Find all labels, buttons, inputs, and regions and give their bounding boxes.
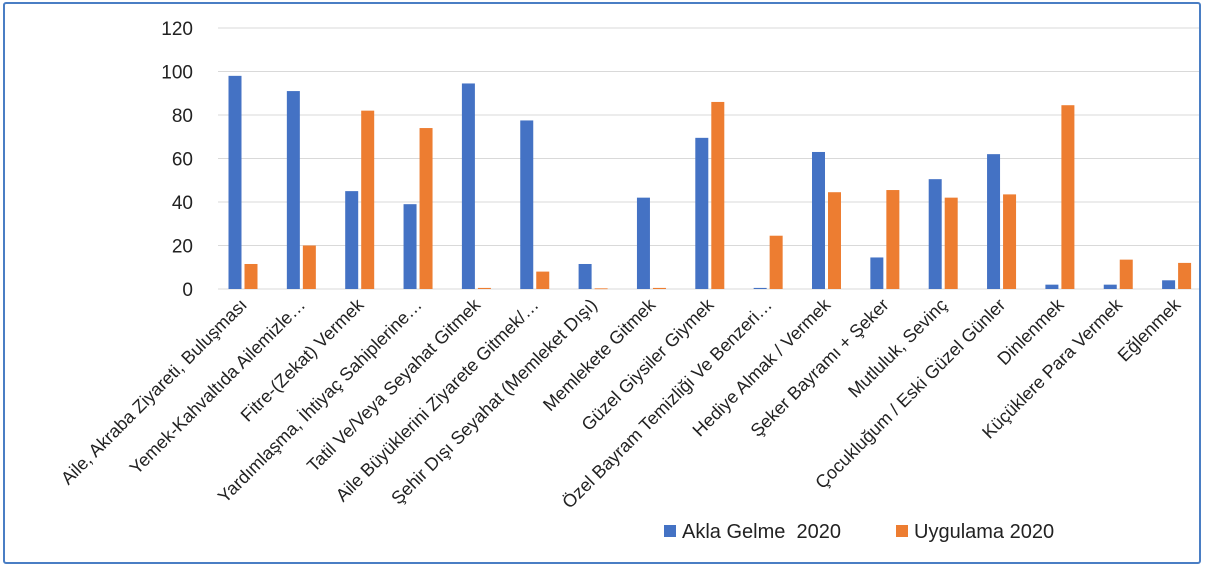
bar-uygulama-6 (594, 288, 608, 290)
bar-uygulama-8 (711, 101, 725, 289)
bar-akla-gelme-3 (403, 204, 417, 289)
y-tick-label: 0 (182, 280, 193, 301)
bar-akla-gelme-13 (987, 154, 1001, 289)
y-tick-label: 60 (172, 150, 193, 171)
bar-akla-gelme-6 (578, 263, 592, 289)
legend-swatch-uygulama (896, 525, 908, 537)
bar-chart: 0 20 40 60 80 100 120 Aile, Akraba Ziyareti, B… (57, 19, 1199, 543)
x-axis-category-labels: Aile, Akraba Ziyareti, BuluşmasıYemek-Ka… (57, 294, 1185, 512)
y-tick-label: 80 (172, 106, 193, 127)
x-category-label: Özel Bayram Temizliği Ve Benzeri… (558, 295, 776, 513)
bar-uygulama-2 (361, 110, 375, 290)
x-category-label: Eğlenmek (1114, 294, 1185, 365)
y-tick-label: 100 (161, 63, 193, 84)
bar-uygulama-14 (1061, 105, 1075, 290)
x-category-label: Şehir Dışı Seyahat (Memleket Dışı) (387, 295, 601, 509)
bar-akla-gelme-7 (636, 197, 650, 289)
bar-akla-gelme-4 (461, 83, 475, 290)
legend-label-akla-gelme: Akla Gelme 2020 (682, 521, 841, 543)
y-tick-label: 40 (172, 193, 193, 214)
legend-swatch-akla-gelme (664, 525, 676, 537)
y-tick-label: 120 (161, 19, 193, 40)
bar-uygulama-15 (1119, 259, 1133, 289)
bar-akla-gelme-0 (228, 75, 242, 289)
chart-frame: 0 20 40 60 80 100 120 Aile, Akraba Ziyareti, B… (3, 2, 1201, 564)
y-tick-label: 20 (172, 237, 193, 258)
bar-uygulama-16 (1178, 262, 1192, 289)
bar-akla-gelme-14 (1045, 284, 1059, 289)
bar-akla-gelme-10 (812, 151, 825, 289)
bar-uygulama-7 (652, 287, 666, 289)
bar-akla-gelme-11 (870, 257, 884, 289)
bar-akla-gelme-16 (1162, 280, 1176, 289)
x-category-label: Yardımlaşma, İhtiyaç Sahiplerine… (214, 295, 426, 507)
bar-uygulama-4 (477, 287, 491, 289)
bar-akla-gelme-9 (753, 287, 767, 289)
y-axis-tick-labels: 0 20 40 60 80 100 120 (161, 19, 193, 301)
bar-uygulama-3 (419, 128, 433, 289)
bars (228, 75, 1192, 290)
bar-uygulama-0 (244, 263, 258, 289)
gridlines (218, 27, 1199, 290)
bar-akla-gelme-12 (928, 179, 942, 289)
x-category-label: Mutluluk, Sevinç (844, 295, 951, 402)
bar-uygulama-12 (944, 197, 958, 289)
bar-akla-gelme-8 (695, 137, 709, 289)
bar-uygulama-1 (302, 245, 316, 289)
bar-uygulama-5 (536, 271, 550, 289)
bar-uygulama-13 (1003, 194, 1017, 289)
bar-akla-gelme-5 (520, 120, 534, 289)
legend: Akla Gelme 2020 Uygulama 2020 (664, 521, 1054, 543)
bar-uygulama-10 (828, 192, 841, 289)
legend-label-uygulama: Uygulama 2020 (914, 521, 1054, 543)
bar-akla-gelme-1 (286, 91, 300, 289)
bar-akla-gelme-15 (1103, 284, 1117, 289)
x-category-label: Memlekete Gitmek (539, 294, 660, 415)
bar-akla-gelme-2 (345, 191, 359, 289)
bar-uygulama-9 (769, 235, 783, 289)
bar-uygulama-11 (886, 190, 900, 289)
